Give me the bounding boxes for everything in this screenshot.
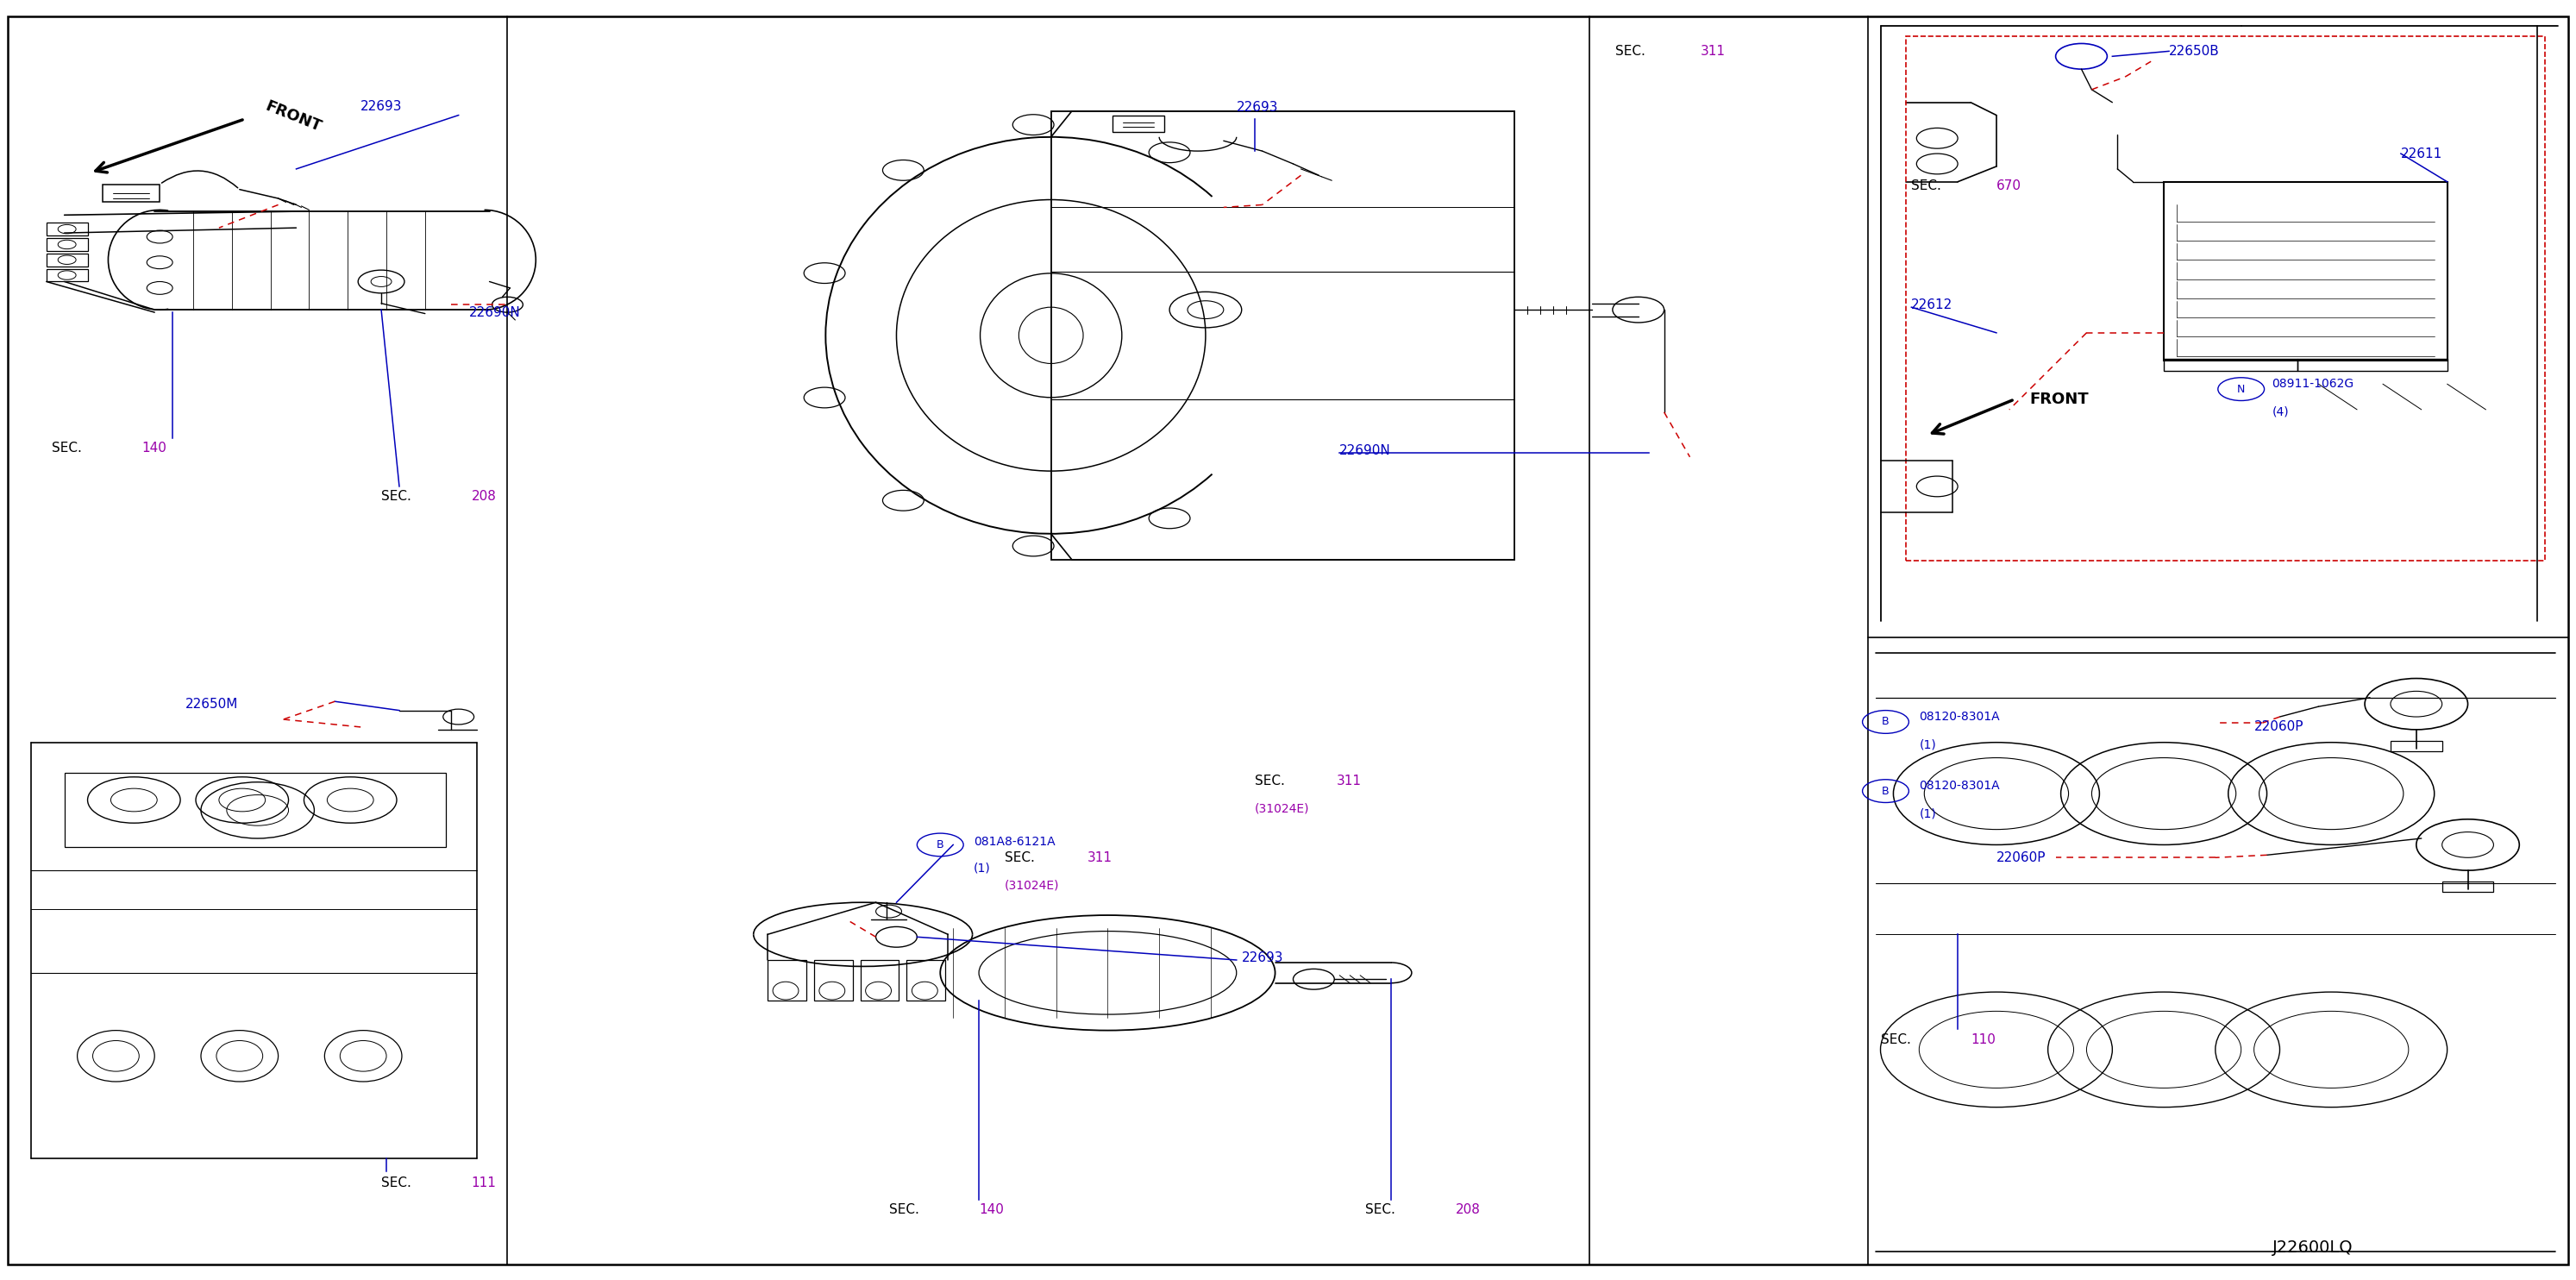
Text: 22693: 22693 — [361, 100, 402, 113]
Bar — [2442, 882, 2494, 892]
Bar — [2391, 741, 2442, 751]
Text: (1): (1) — [974, 861, 992, 874]
Text: 140: 140 — [142, 442, 167, 454]
Bar — [907, 960, 945, 1001]
Text: N: N — [2236, 384, 2246, 394]
Text: J22600LQ: J22600LQ — [2272, 1240, 2352, 1256]
Text: SEC.: SEC. — [1880, 1033, 1911, 1046]
Text: SEC.: SEC. — [1255, 774, 1285, 787]
Text: (31024E): (31024E) — [1005, 879, 1059, 892]
Bar — [2164, 358, 2298, 371]
Text: (4): (4) — [2272, 406, 2290, 419]
Text: (1): (1) — [1919, 808, 1937, 820]
Text: B: B — [938, 840, 943, 850]
Text: 140: 140 — [979, 1203, 1005, 1216]
Text: 22611: 22611 — [2401, 147, 2442, 160]
Text: FRONT: FRONT — [2030, 392, 2089, 407]
Text: 208: 208 — [471, 490, 497, 503]
Bar — [1906, 36, 2545, 561]
Bar — [46, 269, 88, 282]
Text: 311: 311 — [1337, 774, 1363, 787]
Bar — [2164, 182, 2447, 361]
Text: SEC.: SEC. — [889, 1203, 920, 1216]
Text: 670: 670 — [1996, 179, 2022, 192]
Text: 311: 311 — [1700, 45, 1726, 58]
Text: 08120-8301A: 08120-8301A — [1919, 710, 1999, 723]
Text: FRONT: FRONT — [263, 99, 325, 134]
Bar — [46, 238, 88, 251]
Text: 22690N: 22690N — [469, 306, 520, 319]
Text: (31024E): (31024E) — [1255, 803, 1309, 815]
Text: 22612: 22612 — [1911, 298, 1953, 311]
Text: SEC.: SEC. — [381, 1176, 412, 1189]
Text: 22060P: 22060P — [1996, 851, 2045, 864]
Bar — [64, 773, 446, 847]
Text: B: B — [1883, 717, 1888, 727]
Text: SEC.: SEC. — [381, 490, 412, 503]
Bar — [814, 960, 853, 1001]
Text: (1): (1) — [1919, 739, 1937, 751]
Bar — [46, 223, 88, 236]
Text: SEC.: SEC. — [1615, 45, 1646, 58]
Text: 22650B: 22650B — [2169, 45, 2221, 58]
Bar — [768, 960, 806, 1001]
Text: 081A8-6121A: 081A8-6121A — [974, 836, 1056, 849]
Text: SEC.: SEC. — [52, 442, 82, 454]
Text: B: B — [1883, 786, 1888, 796]
Text: 111: 111 — [471, 1176, 497, 1189]
Text: SEC.: SEC. — [1911, 179, 1942, 192]
Bar — [860, 960, 899, 1001]
Text: 22650M: 22650M — [185, 698, 240, 710]
Text: 22693: 22693 — [1236, 101, 1278, 114]
Bar — [1051, 111, 1515, 559]
Text: 208: 208 — [1455, 1203, 1481, 1216]
Bar — [103, 184, 160, 202]
Text: 311: 311 — [1087, 851, 1113, 864]
Text: SEC.: SEC. — [1005, 851, 1036, 864]
Text: SEC.: SEC. — [1365, 1203, 1396, 1216]
Text: 22060P: 22060P — [2254, 721, 2303, 733]
Bar — [2298, 358, 2447, 371]
Text: 08911-1062G: 08911-1062G — [2272, 378, 2354, 390]
Text: 22693: 22693 — [1242, 951, 1283, 964]
Bar — [1113, 115, 1164, 132]
Text: 08120-8301A: 08120-8301A — [1919, 780, 1999, 792]
Bar — [46, 253, 88, 266]
Text: 110: 110 — [1971, 1033, 1996, 1046]
Text: 22690N: 22690N — [1340, 444, 1391, 457]
